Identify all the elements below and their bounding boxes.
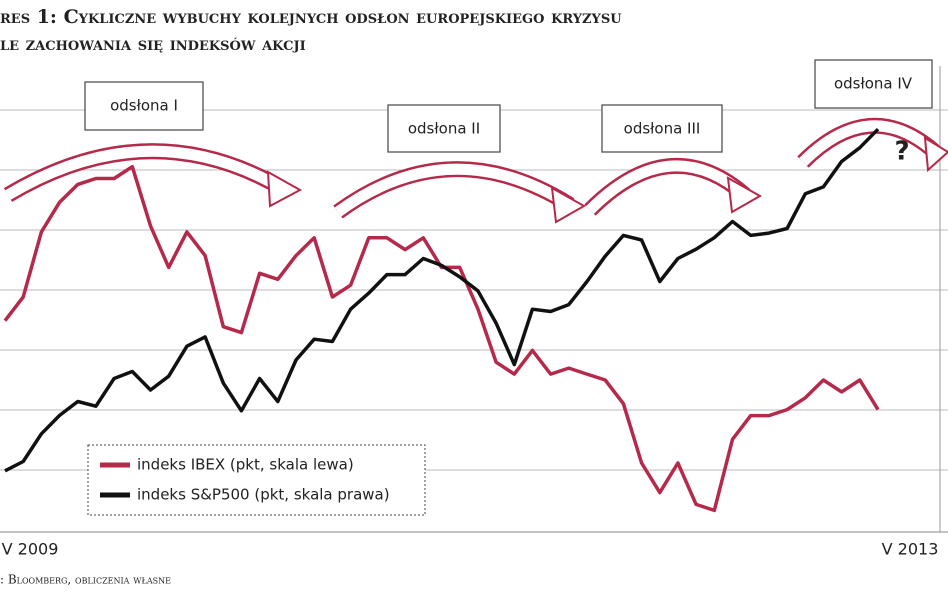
annotation: ? [894, 137, 909, 167]
annotation: odsłona I [110, 97, 178, 115]
lines [3, 127, 880, 513]
annotation: odsłona IV [834, 75, 913, 93]
chart-title: res 1: Cykliczne wybuchy kolejnych odsło… [0, 6, 622, 28]
x-tick-label: V 2009 [2, 540, 59, 559]
legend-label: indeks IBEX (pkt, skala lewa) [137, 456, 354, 474]
legend-label: indeks S&P500 (pkt, skala prawa) [137, 486, 390, 504]
annotation: odsłona III [624, 120, 701, 138]
callouts: odsłona I odsłona II odsłona III odsłona… [84, 59, 933, 167]
series-line [4, 127, 880, 473]
legend: indeks IBEX (pkt, skala lewa) indeks S&P… [87, 444, 426, 516]
chart-subtitle: le zachowania się indeksów akcji [0, 33, 306, 55]
annotation: odsłona II [408, 120, 480, 138]
arrows [3, 117, 948, 224]
x-tick-label: V 2013 [882, 540, 939, 559]
source: : Bloomberg, obliczenia własne [0, 573, 171, 587]
